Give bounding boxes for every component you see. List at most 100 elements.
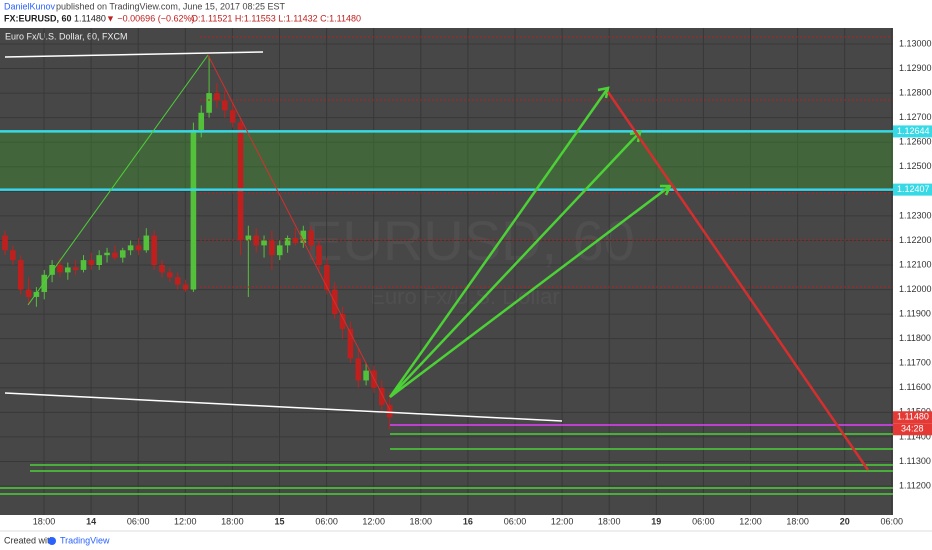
- symbol: FX:EURUSD, 60: [4, 13, 72, 23]
- candle-body: [206, 93, 212, 113]
- wave-line: [27, 54, 209, 306]
- footer-brand[interactable]: TradingView: [60, 535, 110, 545]
- zone: [0, 130, 893, 188]
- chart-title: Euro Fx/U.S. Dollar, 60, FXCM: [5, 31, 128, 41]
- candle-body: [347, 328, 354, 359]
- change: ▼ −0.00696 (−0.62%): [106, 13, 194, 23]
- price-label: 1.12407: [897, 184, 930, 194]
- y-tick-label: 1.11400: [899, 431, 931, 441]
- arrow: [388, 87, 610, 398]
- price-axis: [893, 28, 932, 515]
- y-tick-label: 1.11300: [899, 456, 931, 466]
- y-tick-label: 1.12700: [899, 112, 932, 122]
- candle-body: [237, 122, 244, 241]
- candle-body: [96, 255, 102, 266]
- y-tick-label: 1.12600: [899, 137, 932, 147]
- candle-body: [127, 245, 134, 251]
- axes: 1.13000 1.12900 1.12800 1.12700 1.12600 1.125…: [33, 38, 932, 526]
- y-tick-label: 1.11700: [899, 358, 931, 368]
- y-tick-label: 1.12100: [899, 259, 932, 269]
- x-tick-label: 12:00: [551, 516, 574, 526]
- last: 1.11480: [74, 13, 106, 23]
- price-label-box: [893, 411, 932, 424]
- candle-body: [65, 267, 71, 273]
- x-tick-label: 06:00: [504, 516, 527, 526]
- candle-body: [324, 265, 330, 290]
- x-tick-label: 06:00: [315, 516, 338, 526]
- candle-body: [119, 250, 126, 258]
- candle-body: [339, 314, 346, 329]
- candle-body: [229, 110, 236, 123]
- candle-body: [316, 245, 322, 266]
- drawings: [0, 36, 893, 495]
- watermark-sub: Euro Fx/U.S. Dollar: [370, 284, 560, 309]
- x-tick-label: 18:00: [410, 516, 433, 526]
- candle-body: [276, 245, 283, 256]
- x-tick-label: 14: [86, 516, 96, 526]
- candle-body: [10, 250, 16, 261]
- published: published on TradingView.com, June 15, 2…: [56, 1, 285, 11]
- price-label: 1.11480: [897, 412, 929, 422]
- y-tick-label: 1.12200: [899, 235, 932, 245]
- countdown-box: [893, 423, 932, 436]
- candle-body: [88, 260, 95, 266]
- x-tick-label: 20: [840, 516, 850, 526]
- x-tick-label: 18:00: [33, 516, 56, 526]
- price-label: 1.12644: [897, 126, 930, 136]
- candle-body: [292, 237, 299, 243]
- projection: [606, 91, 870, 471]
- author[interactable]: DanielKunov: [4, 1, 56, 11]
- x-tick-label: 18:00: [786, 516, 809, 526]
- candles: [0, 56, 893, 430]
- candle-body: [2, 235, 8, 251]
- logo: [48, 537, 56, 545]
- candle-body: [308, 230, 314, 246]
- candle-body: [269, 240, 275, 256]
- x-tick-label: 06:00: [127, 516, 150, 526]
- price-label-box: [893, 125, 932, 138]
- candle-body: [112, 252, 118, 258]
- x-tick-label: 06:00: [692, 516, 715, 526]
- candle-body: [379, 387, 385, 405]
- candle-body: [174, 277, 181, 285]
- price-label-box: [893, 183, 932, 196]
- candle-body: [363, 370, 369, 381]
- candle-body: [355, 358, 362, 381]
- candle-body: [182, 284, 189, 290]
- wave-line: [207, 54, 391, 411]
- y-tick-label: 1.11600: [899, 382, 931, 392]
- candle-body: [17, 260, 24, 290]
- x-tick-label: 18:00: [221, 516, 244, 526]
- y-tick-label: 1.12800: [899, 87, 932, 97]
- x-tick-label: 12:00: [174, 516, 197, 526]
- candle-body: [104, 252, 110, 256]
- x-tick-label: 19: [651, 516, 661, 526]
- y-tick-label: 1.13000: [899, 38, 932, 48]
- x-tick-label: 12:00: [362, 516, 385, 526]
- arrow-head: [597, 86, 610, 99]
- y-tick-label: 1.11900: [899, 308, 931, 318]
- arrow: [389, 131, 641, 398]
- candle-body: [41, 274, 48, 293]
- time-axis: [0, 515, 932, 530]
- arrows: [388, 86, 672, 398]
- x-tick-label: 18:00: [598, 516, 621, 526]
- candle-body: [261, 240, 267, 246]
- candle-body: [33, 292, 40, 297]
- x-tick-label: 16: [463, 516, 473, 526]
- trendline: [4, 392, 563, 422]
- candle-body: [214, 93, 220, 101]
- candle-body: [80, 260, 87, 270]
- candle-body: [135, 245, 142, 251]
- candle-body: [25, 289, 32, 297]
- y-tick-label: 1.12300: [899, 210, 932, 220]
- arrow: [389, 185, 671, 398]
- candle-body: [190, 129, 197, 290]
- y-tick-label: 1.12000: [899, 284, 932, 294]
- candle-body: [167, 272, 173, 278]
- candle-body: [222, 100, 228, 111]
- candle-body: [159, 265, 165, 273]
- candle-body: [57, 265, 63, 273]
